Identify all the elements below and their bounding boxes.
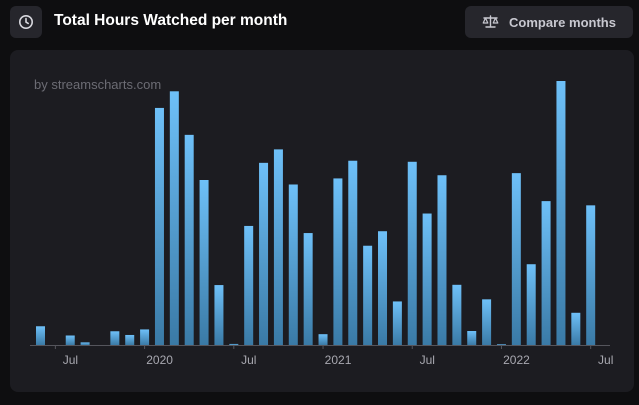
bar-2021-10[interactable] — [452, 284, 462, 345]
chart-card: by streamscharts.com Jul 2020 Jul 2021 Jul 20… — [10, 50, 634, 392]
bar-2020-12[interactable] — [303, 233, 313, 345]
x-tick-label: 2020 — [146, 353, 173, 367]
bar-2022-04[interactable] — [541, 201, 551, 345]
bar-2022-06[interactable] — [571, 312, 581, 345]
compare-months-label: Compare months — [509, 14, 616, 30]
clock-icon — [19, 15, 33, 29]
bar-2021-04[interactable] — [363, 245, 373, 345]
header: Total Hours Watched per month Compare mo… — [0, 0, 639, 44]
bar-2021-09[interactable] — [437, 175, 447, 345]
bar-2020-06[interactable] — [214, 285, 224, 345]
bar-2019-11[interactable] — [110, 331, 120, 345]
bar-2021-12[interactable] — [482, 299, 492, 345]
x-tick-label: 2021 — [325, 353, 352, 367]
x-tick-label: Jul — [420, 353, 435, 367]
scale-icon — [482, 15, 499, 28]
bar-2020-10[interactable] — [273, 149, 283, 345]
bar-2022-07[interactable] — [586, 205, 596, 345]
bar-2022-01[interactable] — [496, 344, 506, 345]
bar-2022-03[interactable] — [526, 264, 536, 345]
x-tick-label: Jul — [63, 353, 78, 367]
bar-2019-09[interactable] — [80, 342, 90, 345]
bar-2022-05[interactable] — [556, 81, 566, 345]
page-title: Total Hours Watched per month — [54, 12, 288, 29]
x-tick-label: Jul — [241, 353, 256, 367]
bar-2021-06[interactable] — [392, 301, 402, 345]
bar-2020-09[interactable] — [259, 162, 269, 345]
bar-2020-03[interactable] — [169, 91, 179, 345]
bar-2021-02[interactable] — [333, 178, 343, 345]
x-tick-label: 2022 — [503, 353, 530, 367]
bar-chart: Jul 2020 Jul 2021 Jul 2022 Jul — [30, 81, 613, 367]
bar-2021-03[interactable] — [348, 160, 358, 345]
bar-2022-02[interactable] — [511, 173, 521, 345]
watermark: by streamscharts.com — [34, 77, 162, 92]
compare-months-button[interactable]: Compare months — [465, 6, 633, 38]
bar-2021-01[interactable] — [318, 334, 328, 345]
bar-2021-05[interactable] — [378, 231, 388, 345]
bar-2021-08[interactable] — [422, 213, 432, 345]
bar-2021-11[interactable] — [467, 331, 477, 345]
bar-2020-04[interactable] — [184, 134, 194, 345]
bar-2021-07[interactable] — [407, 161, 417, 345]
bar-2019-06[interactable] — [36, 326, 45, 345]
bar-2019-08[interactable] — [65, 335, 75, 346]
bar-2020-08[interactable] — [244, 225, 254, 345]
bar-2020-02[interactable] — [154, 107, 164, 346]
bar-2020-11[interactable] — [288, 184, 298, 345]
bar-2020-05[interactable] — [199, 180, 209, 345]
bar-2019-12[interactable] — [125, 334, 135, 345]
x-tick-label: Jul — [598, 353, 613, 367]
bar-2020-07[interactable] — [229, 343, 239, 345]
history-button[interactable] — [10, 6, 42, 38]
bar-2020-01[interactable] — [140, 329, 150, 345]
